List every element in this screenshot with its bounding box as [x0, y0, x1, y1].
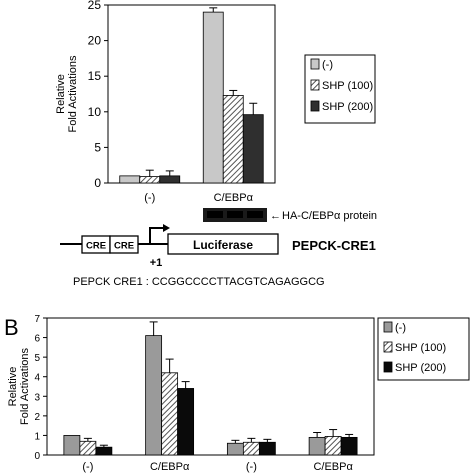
bar	[226, 442, 244, 456]
chart-panel-b: B RelativeFold Activations 0 1 2 3 4 5 6 7 (-) C/EB…	[4, 314, 470, 473]
blot-arrow-label: ←	[270, 210, 281, 222]
category-label: (-)	[82, 461, 93, 473]
y-axis-label-line: Relative	[7, 367, 19, 407]
bar	[340, 436, 358, 456]
western-blot: ← HA-C/EBPα protein	[203, 208, 377, 222]
tss-arrow-head	[163, 224, 170, 232]
bar	[308, 436, 326, 456]
bar	[145, 335, 163, 456]
sequence-label: PEPCK CRE1 : CCGGCCCCTTACGTCAGAGGCG	[73, 276, 325, 288]
bar	[159, 175, 181, 184]
luciferase-label: Luciferase	[193, 238, 253, 252]
category-label: (-)	[144, 192, 155, 204]
bar	[63, 435, 81, 456]
y-tick-label: 6	[34, 334, 40, 345]
bar	[119, 175, 141, 184]
y-tick-label: 20	[88, 34, 102, 48]
bar	[79, 440, 97, 456]
panel-letter: B	[4, 315, 19, 340]
category-label: C/EBPα	[214, 192, 254, 204]
bar	[258, 441, 276, 456]
legend-label: SHP (100)	[322, 80, 373, 92]
bar	[139, 176, 161, 184]
legend-swatch	[310, 79, 320, 91]
tss-label: +1	[150, 257, 163, 269]
bar	[242, 114, 264, 184]
bar	[202, 11, 224, 184]
legend-swatch	[383, 361, 393, 373]
bar	[222, 95, 244, 184]
y-tick-label: 5	[94, 140, 101, 154]
cre-label-1: CRE	[86, 241, 106, 252]
y-tick-label: 15	[88, 69, 102, 83]
blot-band	[247, 211, 263, 218]
y-axis-label-line: Fold Activations	[19, 347, 31, 425]
construct-diagram: CRE CRE Luciferase +1 PEPCK-CRE1 PEPCK C…	[60, 224, 376, 288]
category-label: C/EBPα	[150, 461, 190, 473]
construct-name: PEPCK-CRE1	[292, 238, 376, 253]
y-tick-label: 3	[34, 392, 40, 403]
category-label: C/EBPα	[313, 461, 353, 473]
blot-label: HA-C/EBPα protein	[282, 210, 377, 222]
y-tick-label: 5	[34, 353, 40, 364]
y-tick-label: 0	[94, 176, 101, 190]
plot-frame	[46, 317, 375, 456]
legend-swatch	[383, 321, 393, 333]
category-label: (-)	[246, 461, 257, 473]
blot-band	[227, 211, 243, 218]
legend-label: SHP (200)	[395, 362, 446, 374]
legend-label: SHP (200)	[322, 101, 373, 113]
legend-box	[377, 317, 470, 381]
y-tick-label: 4	[34, 373, 40, 384]
legend-label: SHP (100)	[395, 342, 446, 354]
cre-box-2	[109, 235, 139, 254]
y-tick-label: 1	[34, 431, 40, 442]
y-tick-label: 7	[34, 314, 40, 325]
y-tick-label: 2	[34, 412, 40, 423]
y-axis-label: RelativeFold Activations	[7, 347, 31, 425]
legend-swatch	[383, 341, 393, 353]
y-tick-label: 10	[88, 105, 102, 119]
plot-frame	[107, 4, 276, 184]
legend-label: (-)	[322, 59, 333, 71]
y-axis-label: RelativeFold Activations	[55, 55, 79, 133]
y-axis-label-line: Relative	[55, 74, 67, 114]
y-tick-label: 25	[88, 0, 102, 12]
bar	[242, 441, 260, 456]
bar	[95, 446, 113, 456]
tss-arrow-shaft	[149, 227, 166, 244]
bar	[161, 372, 179, 456]
y-axis-label-line: Fold Activations	[67, 55, 79, 133]
y-tick-label: 0	[34, 451, 40, 462]
legend-label: (-)	[395, 322, 406, 334]
legend-swatch	[310, 58, 320, 70]
bar	[177, 388, 195, 456]
blot-band	[207, 211, 223, 218]
cre-label-2: CRE	[114, 241, 134, 252]
bar	[324, 436, 342, 456]
luciferase-box	[167, 233, 279, 255]
legend-swatch	[310, 100, 320, 112]
chart-panel-a: RelativeFold Activations 0 5 10 15 20 25 (-) C/E…	[55, 0, 376, 204]
